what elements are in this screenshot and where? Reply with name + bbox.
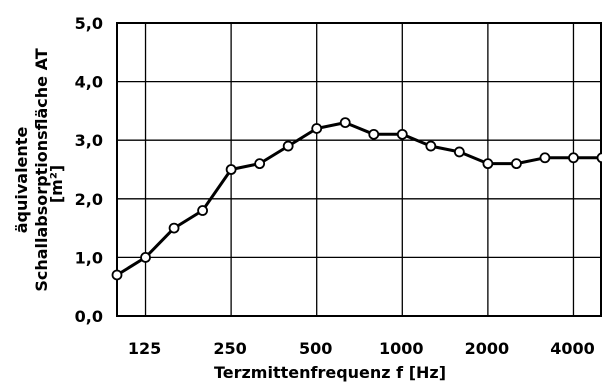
x-tick-labels: 125 250 500 1000 2000 4000	[128, 339, 595, 358]
data-point	[453, 146, 465, 158]
data-point	[339, 117, 351, 129]
x-tick-label: 125	[128, 339, 161, 358]
x-tick-label: 500	[299, 339, 332, 358]
data-point	[539, 152, 551, 164]
x-tick-label: 4000	[550, 339, 595, 358]
data-point	[225, 164, 237, 175]
y-tick-label: 2,0	[75, 190, 103, 209]
plot-border	[116, 22, 602, 317]
data-point	[168, 222, 180, 234]
data-point	[140, 251, 151, 263]
data-point	[254, 158, 266, 170]
data-point	[197, 205, 208, 216]
data-point	[396, 128, 408, 140]
y-tick-labels: 0,0 1,0 2,0 3,0 4,0 5,0	[75, 14, 103, 326]
x-tick-label: 250	[213, 339, 246, 358]
data-point	[111, 269, 123, 281]
plot-frame	[116, 22, 602, 317]
data-points	[111, 117, 602, 281]
y-axis-title: äquivalente Schallabsorptionsfläche AT […	[12, 48, 66, 291]
x-axis-title: Terzmittenfrequenz f [Hz]	[214, 363, 446, 382]
y-tick-label: 4,0	[75, 73, 103, 92]
x-tick-label: 2000	[465, 339, 510, 358]
y-axis-title-line-1: äquivalente	[12, 127, 31, 234]
data-point	[568, 152, 579, 164]
x-tick-label: 1000	[379, 339, 424, 358]
y-axis-title-line-2: Schallabsorptionsfläche AT	[32, 48, 51, 291]
data-point	[482, 158, 494, 170]
data-point	[596, 152, 602, 164]
grid	[117, 22, 602, 317]
data-point	[425, 140, 437, 152]
y-tick-label: 1,0	[75, 248, 103, 267]
y-axis-title-line-3: [m²]	[47, 165, 66, 203]
data-point	[311, 123, 323, 134]
y-tick-label: 5,0	[75, 14, 103, 33]
data-point	[368, 128, 380, 140]
y-tick-label: 3,0	[75, 131, 103, 150]
y-tick-label: 0,0	[75, 307, 103, 326]
data-point	[282, 140, 294, 152]
data-point	[511, 158, 522, 170]
